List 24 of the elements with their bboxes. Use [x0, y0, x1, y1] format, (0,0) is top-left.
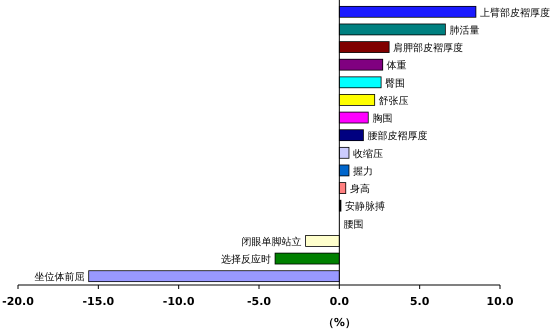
x-tick-label: 5.0 — [410, 295, 430, 308]
y-tick-label: 收缩压 — [352, 148, 383, 160]
x-tick-label: -20.0 — [2, 295, 34, 308]
x-tick-label: 0.0 — [330, 295, 350, 308]
y-tick-label: 体重 — [386, 60, 407, 72]
y-tick-label: 坐位体前屈 — [34, 271, 85, 284]
y-tick-label: 肺活量 — [449, 24, 480, 36]
x-tick-label: -15.0 — [82, 295, 115, 308]
x-tick-label: -10.0 — [162, 295, 195, 308]
y-tick-label: 安静脉搏 — [344, 200, 385, 213]
x-tick-label: 10.0 — [486, 295, 514, 308]
y-tick-label: 腰围 — [343, 219, 364, 230]
y-tick-label: 闭眼单脚站立 — [242, 236, 302, 248]
y-tick-label: 身高 — [350, 183, 370, 196]
y-tick-label: 舒张压 — [378, 94, 409, 107]
y-tick-label: 胸围 — [372, 112, 392, 125]
y-tick-label: 腰部皮褶厚度 — [367, 130, 428, 142]
x-tick-label: -5.0 — [246, 295, 272, 308]
y-tick-label: 臀围 — [385, 77, 406, 90]
y-tick-label: 握力 — [352, 165, 373, 178]
y-tick-label: 肩胛部皮褶厚度 — [393, 42, 464, 54]
y-tick-label: 上臂部皮褶厚度 — [480, 6, 550, 19]
x-axis-title: （%） — [322, 316, 356, 329]
y-tick-label: 选择反应时 — [221, 254, 272, 266]
